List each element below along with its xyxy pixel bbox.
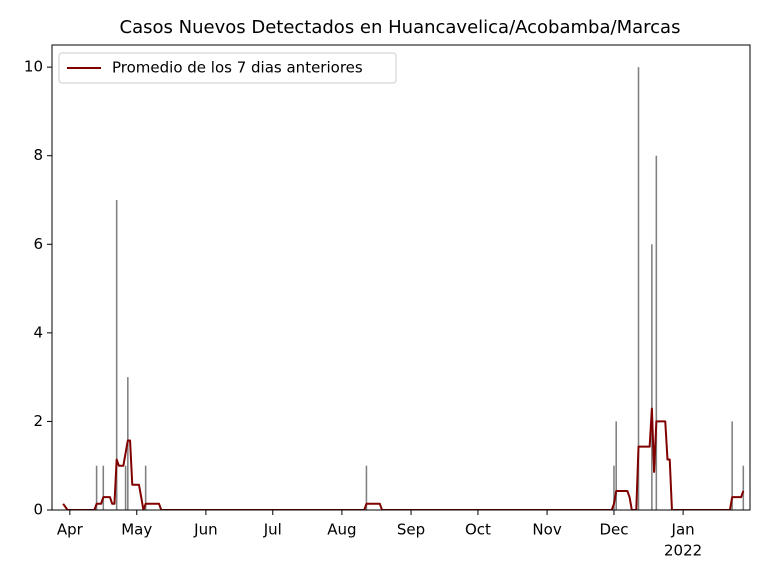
x-tick-label: Oct bbox=[465, 521, 491, 539]
x-tick-label: Nov bbox=[532, 521, 561, 539]
bar bbox=[731, 421, 733, 510]
plot-area bbox=[62, 67, 745, 510]
x-tick-label: Jul bbox=[263, 521, 282, 539]
x-tick-label: Apr bbox=[57, 521, 84, 539]
x-tick-label: May bbox=[121, 521, 152, 539]
bar bbox=[651, 244, 653, 510]
chart-title: Casos Nuevos Detectados en Huancavelica/… bbox=[120, 17, 681, 38]
bar bbox=[637, 67, 640, 510]
x-tick-label: Sep bbox=[397, 521, 425, 539]
y-tick-label: 4 bbox=[33, 323, 43, 341]
bar bbox=[144, 465, 147, 510]
x-tick-label: Dec bbox=[599, 521, 628, 539]
bar bbox=[365, 465, 368, 510]
bar bbox=[102, 465, 105, 510]
y-tick-label: 6 bbox=[33, 235, 43, 253]
y-tick-label: 8 bbox=[33, 146, 43, 164]
bar bbox=[95, 465, 98, 510]
bar bbox=[742, 465, 745, 510]
bar bbox=[615, 421, 617, 510]
bar bbox=[115, 200, 118, 510]
legend-box bbox=[58, 52, 397, 84]
y-tick-label: 2 bbox=[33, 412, 43, 430]
y-tick-label: 0 bbox=[33, 501, 43, 519]
x-tick-label: Jan bbox=[671, 521, 695, 539]
line bbox=[62, 407, 745, 510]
legend-label: Promedio de los 7 dias anteriores bbox=[112, 59, 363, 77]
plot-frame bbox=[51, 44, 751, 511]
x-year-label: 2022 bbox=[664, 542, 702, 560]
bar bbox=[124, 465, 127, 510]
bar bbox=[655, 155, 658, 510]
x-tick-label: Aug bbox=[327, 521, 356, 539]
y-tick-label: 10 bbox=[24, 58, 43, 76]
x-tick-label: Jun bbox=[193, 521, 217, 539]
bar bbox=[613, 465, 615, 510]
